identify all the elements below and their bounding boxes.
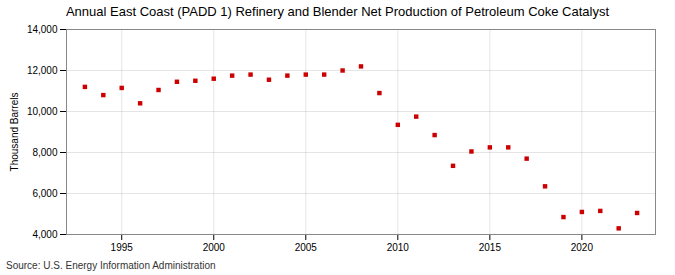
svg-text:2020: 2020 bbox=[571, 242, 594, 253]
svg-text:1995: 1995 bbox=[111, 242, 134, 253]
svg-text:6,000: 6,000 bbox=[32, 188, 57, 199]
svg-text:4,000: 4,000 bbox=[32, 229, 57, 240]
html-text:Annual East Coast (PADD 1) Ref: Annual East Coast (PADD 1) Refinery and … bbox=[65, 4, 610, 19]
svg-text:Thousand Barrels: Thousand Barrels bbox=[9, 93, 20, 172]
svg-text:14,000: 14,000 bbox=[27, 24, 58, 35]
svg-text:12,000: 12,000 bbox=[27, 65, 58, 76]
html-text:Source: U.S. Energy Informatio: Source: U.S. Energy Information Administ… bbox=[6, 260, 216, 271]
svg-text:2010: 2010 bbox=[387, 242, 410, 253]
svg-text:2005: 2005 bbox=[295, 242, 318, 253]
svg-text:8,000: 8,000 bbox=[32, 147, 57, 158]
svg-text:2015: 2015 bbox=[479, 242, 502, 253]
svg-text:2000: 2000 bbox=[203, 242, 226, 253]
svg-text:10,000: 10,000 bbox=[27, 106, 58, 117]
